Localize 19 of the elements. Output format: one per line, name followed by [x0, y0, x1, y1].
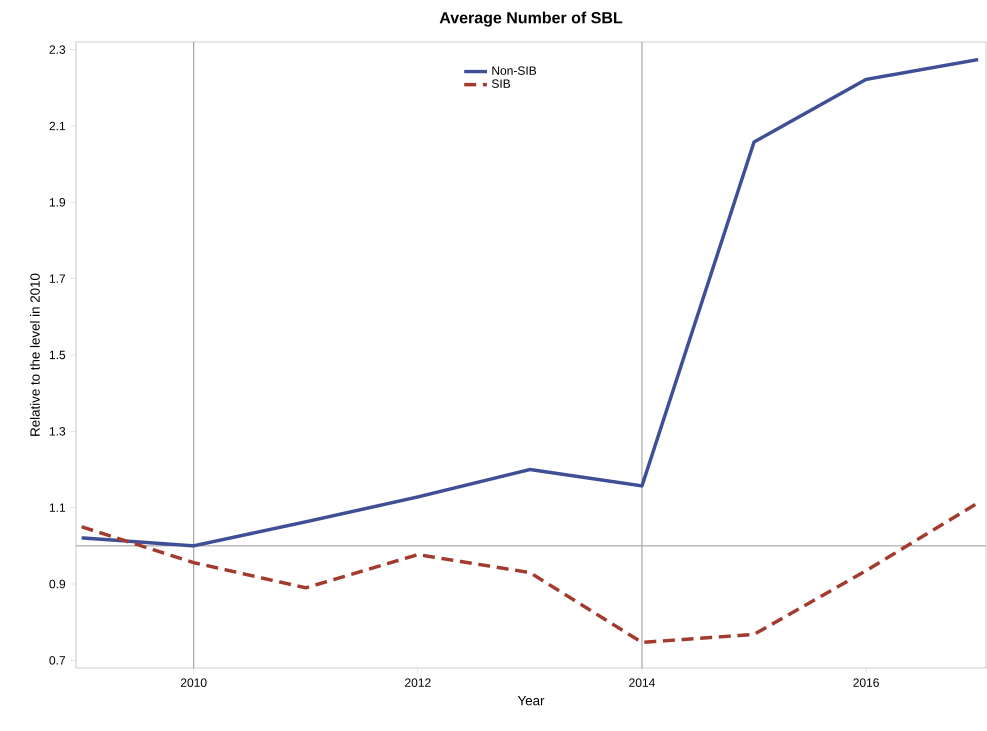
y-tick-label: 0.9 [49, 580, 66, 588]
y-tick-label: 1.3 [50, 427, 66, 436]
x-axis-title: Year [518, 696, 544, 706]
x-tick-label: 2014 [629, 678, 655, 687]
y-tick-label: 1.7 [50, 274, 66, 283]
line-series [80, 58, 980, 548]
y-axis-title: Relative to the level in 2010 [30, 274, 40, 436]
y-tick-label: 1.9 [50, 198, 66, 207]
y-tick-label: 1.1 [50, 504, 66, 512]
legend-label: SIB [492, 79, 510, 88]
y-tick-label: 0.7 [49, 656, 66, 665]
y-tick-label: 1.5 [50, 350, 66, 360]
chart-title: Average Number of SBL [440, 12, 622, 27]
x-tick-label: 2016 [853, 678, 879, 687]
x-tick-label: 2012 [405, 678, 431, 687]
legend-label: Non-SIB [492, 66, 536, 75]
x-tick-label: 2010 [180, 678, 207, 687]
y-tick-label: 2.3 [50, 45, 66, 54]
y-tick-label: 2.1 [50, 122, 66, 130]
